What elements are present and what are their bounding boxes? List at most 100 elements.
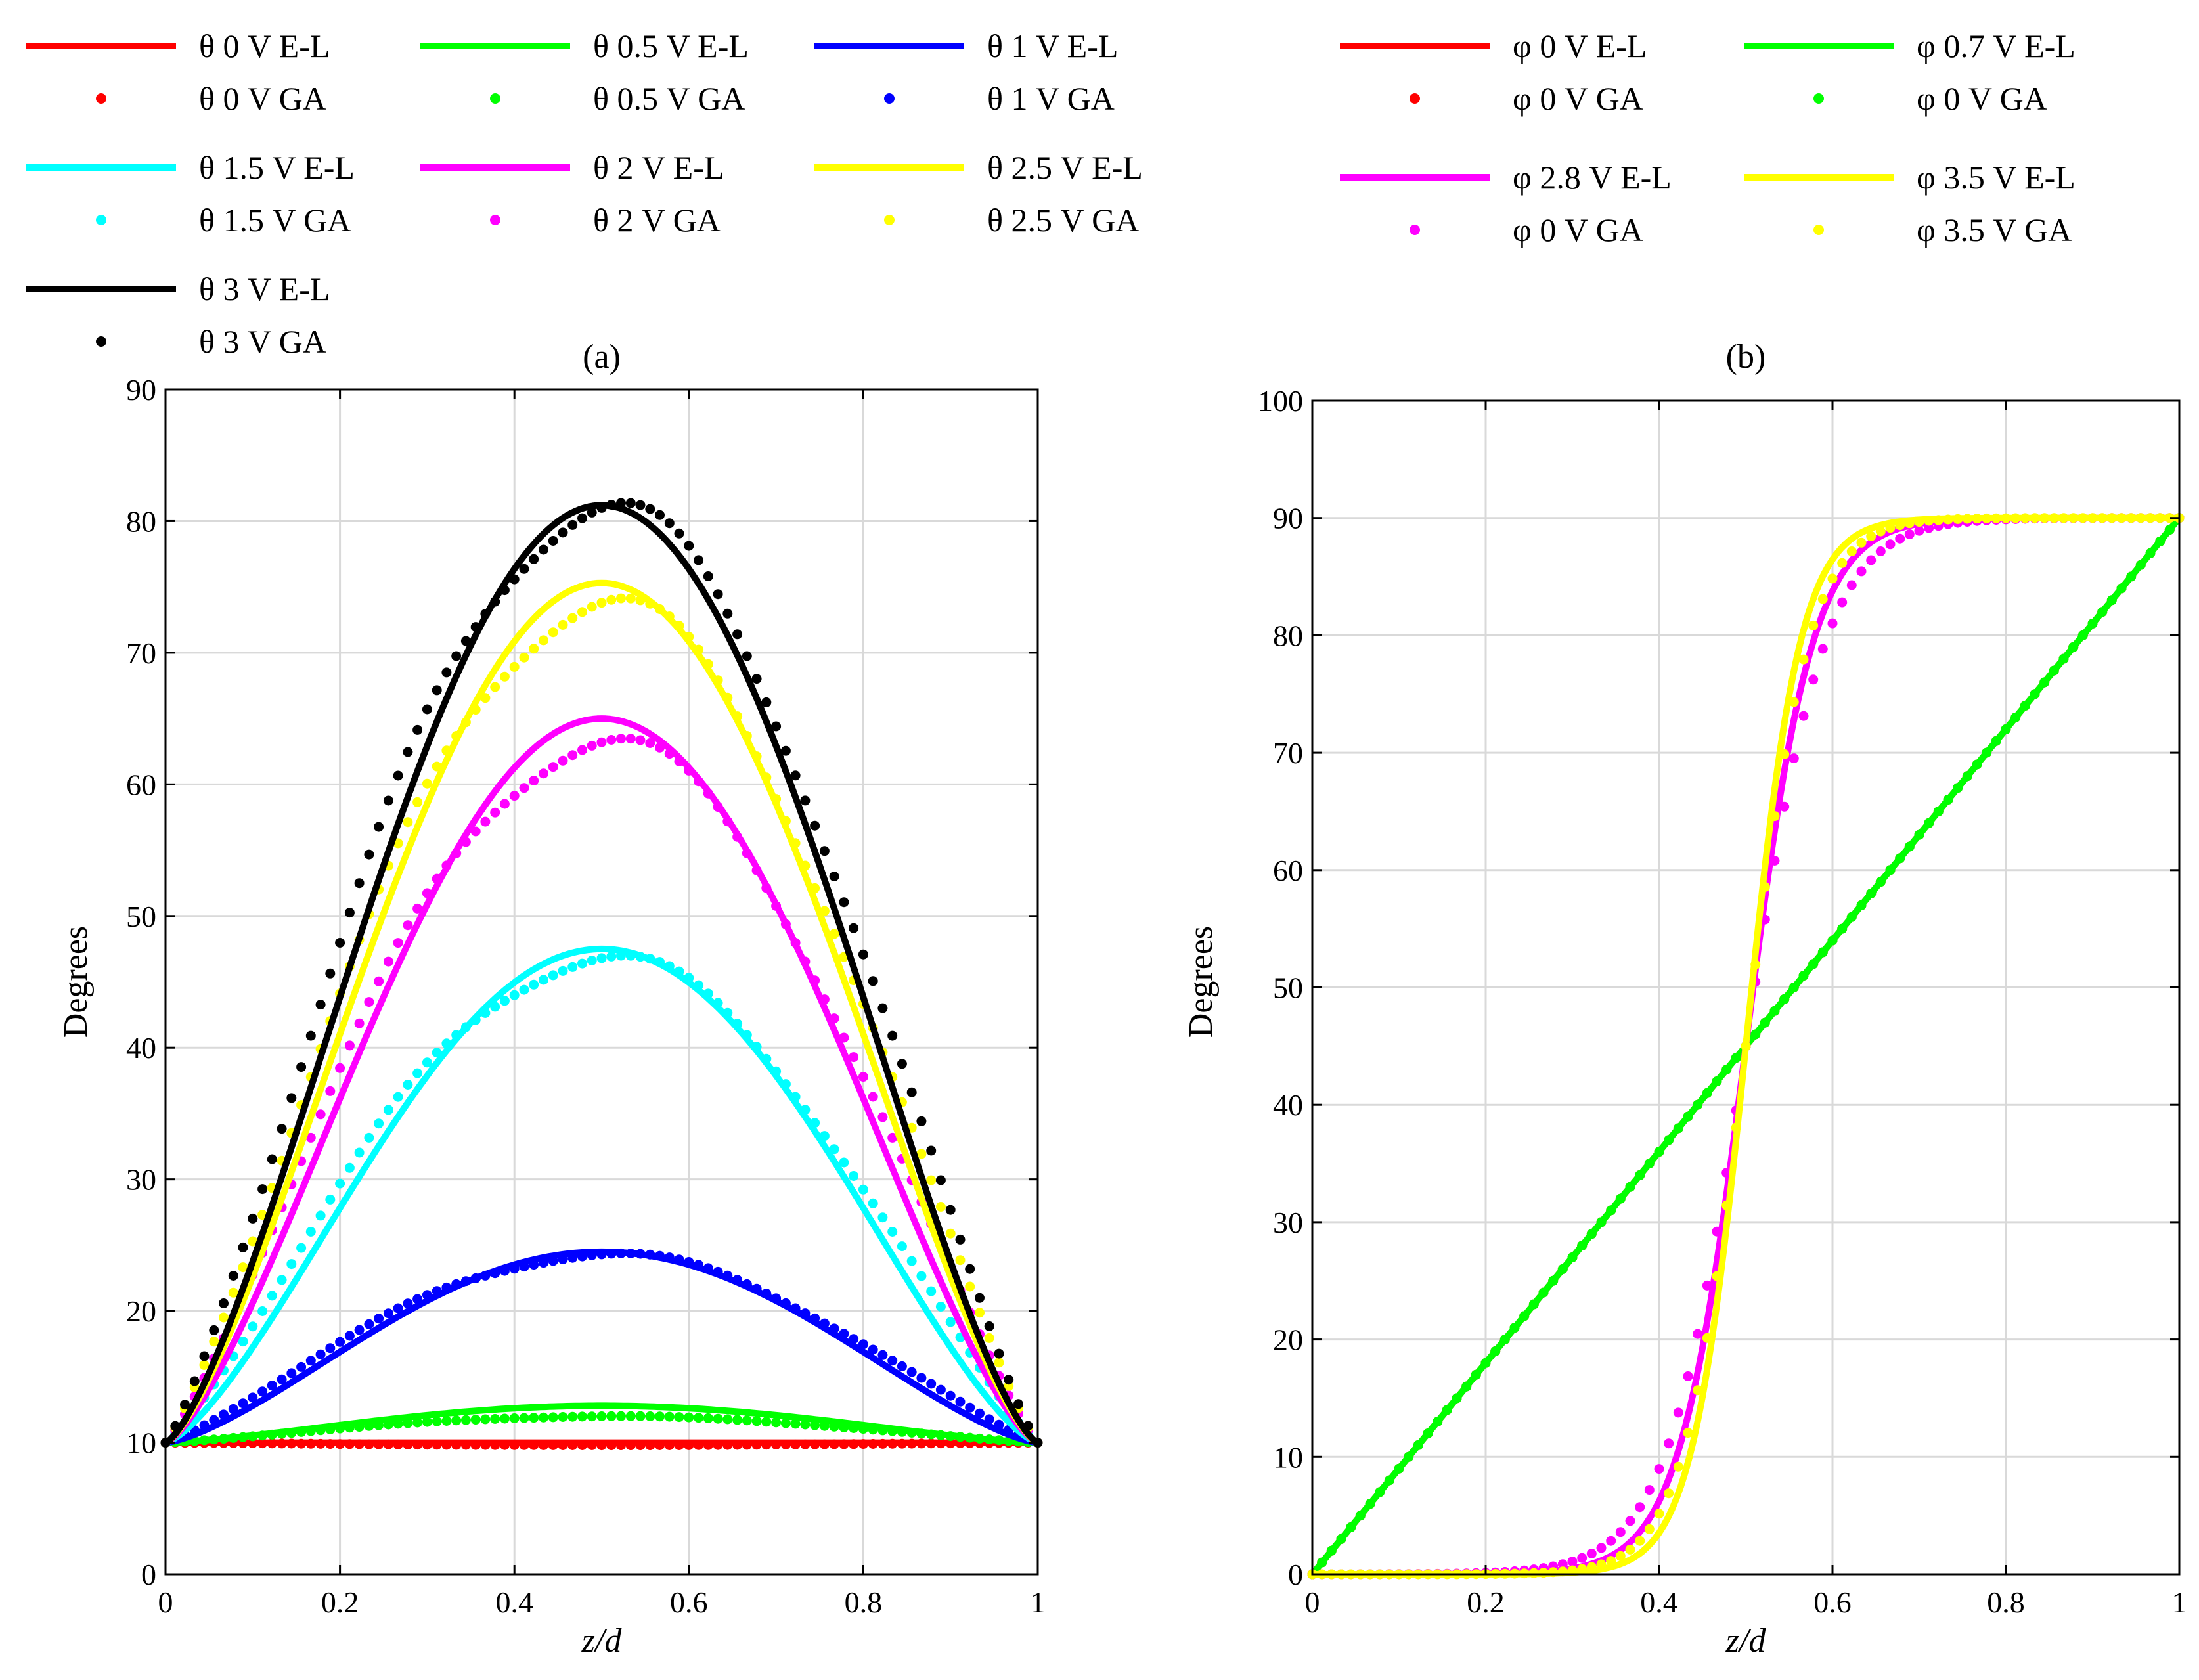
- data-point: [694, 1260, 704, 1270]
- x-tick-label: 0.4: [1640, 1585, 1678, 1619]
- data-point: [2116, 583, 2127, 594]
- legend-label: θ 2.5 V E-L: [987, 149, 1143, 186]
- data-point: [412, 1417, 423, 1428]
- data-point: [170, 1421, 181, 1431]
- data-point: [635, 735, 646, 745]
- data-point: [393, 1092, 403, 1102]
- data-point: [694, 1440, 704, 1450]
- data-point: [916, 1438, 927, 1449]
- data-point: [490, 1002, 500, 1012]
- x-tick-label: 0: [158, 1585, 173, 1619]
- data-point: [1471, 1369, 1481, 1380]
- data-point: [374, 1420, 384, 1430]
- data-point: [519, 652, 529, 663]
- data-point: [1664, 1438, 1674, 1449]
- legend-label: φ 0 V GA: [1513, 80, 1643, 117]
- data-point: [1788, 697, 1799, 707]
- data-point: [529, 1413, 539, 1423]
- data-point: [1394, 1463, 1404, 1474]
- data-point: [199, 1351, 210, 1361]
- y-tick-label: 0: [141, 1558, 156, 1591]
- data-point: [286, 1428, 297, 1438]
- data-point: [238, 1242, 248, 1252]
- data-point: [1635, 1536, 1645, 1546]
- data-point: [1731, 1053, 1741, 1063]
- y-tick-label: 80: [126, 504, 156, 538]
- data-point: [694, 644, 704, 655]
- data-point: [296, 1361, 307, 1372]
- data-point: [422, 1057, 432, 1068]
- data-point: [1336, 1534, 1346, 1544]
- data-point: [480, 693, 491, 703]
- data-point: [248, 1213, 258, 1224]
- data-point: [1693, 1329, 1703, 1339]
- data-point: [1817, 594, 1828, 604]
- data-point: [539, 635, 548, 646]
- data-point: [277, 1428, 287, 1439]
- data-point: [596, 1440, 607, 1451]
- data-point: [2145, 548, 2156, 558]
- data-point: [2001, 724, 2011, 734]
- data-point: [1798, 654, 1809, 665]
- legend-label: φ 3.5 V GA: [1917, 211, 2072, 248]
- data-point: [344, 1331, 355, 1341]
- data-point: [548, 762, 558, 772]
- legend-label: θ 2 V GA: [593, 202, 721, 238]
- data-point: [228, 1404, 238, 1414]
- data-point: [664, 1440, 675, 1450]
- data-point: [499, 1413, 510, 1424]
- data-point: [1693, 1099, 1703, 1110]
- y-tick-label: 100: [1258, 384, 1303, 418]
- data-point: [529, 1260, 539, 1270]
- data-point: [742, 1279, 752, 1289]
- data-point: [2010, 513, 2021, 523]
- legend: φ 0 V E-L φ 0 V GA φ 0.7 V E-L φ 0 V GA φ 2.…: [1340, 28, 2076, 248]
- data-point: [810, 1118, 820, 1128]
- data-point: [248, 1392, 258, 1403]
- axes-frame: [164, 388, 1039, 1576]
- x-tick-label: 0.6: [1813, 1585, 1852, 1619]
- data-point: [374, 1314, 384, 1324]
- data-point: [412, 1440, 423, 1450]
- data-point: [199, 1359, 210, 1370]
- data-point: [587, 602, 597, 612]
- data-point: [1586, 1562, 1597, 1572]
- data-point: [858, 1072, 868, 1082]
- legend-label: θ 0 V GA: [199, 80, 326, 117]
- data-point: [374, 822, 384, 832]
- data-point: [539, 768, 548, 779]
- data-point: [1606, 1556, 1616, 1566]
- data-point: [819, 1439, 830, 1449]
- data-point: [2049, 513, 2059, 523]
- data-point: [460, 1440, 471, 1450]
- data-point: [1702, 1333, 1712, 1343]
- x-tick-label: 0.4: [495, 1585, 533, 1619]
- data-point: [567, 1440, 578, 1450]
- data-point: [1924, 516, 1934, 526]
- data-point: [1769, 811, 1780, 822]
- data-point: [219, 1409, 229, 1420]
- data-point: [490, 682, 500, 692]
- data-point: [664, 611, 675, 622]
- data-point: [354, 1439, 365, 1449]
- data-point: [209, 1325, 219, 1335]
- data-point: [819, 1318, 830, 1329]
- data-point: [432, 1416, 442, 1426]
- data-point: [2058, 513, 2069, 523]
- data-point: [674, 1412, 684, 1423]
- data-point: [655, 604, 665, 614]
- data-point: [499, 585, 510, 596]
- data-point: [751, 1042, 762, 1052]
- data-point: [587, 1440, 597, 1450]
- data-point: [664, 749, 675, 759]
- data-point: [364, 849, 374, 860]
- data-point: [1625, 1544, 1635, 1555]
- plot-a: 0 0.2 0.4 0.6 0.8 10102030405060708090(a)z/dD…: [26, 28, 1143, 1660]
- data-point: [1943, 514, 1953, 525]
- data-point: [248, 1431, 258, 1442]
- data-point: [383, 1439, 393, 1449]
- series-line-2: [165, 1402, 1038, 1446]
- data-point: [374, 1118, 384, 1129]
- data-point: [703, 1263, 713, 1273]
